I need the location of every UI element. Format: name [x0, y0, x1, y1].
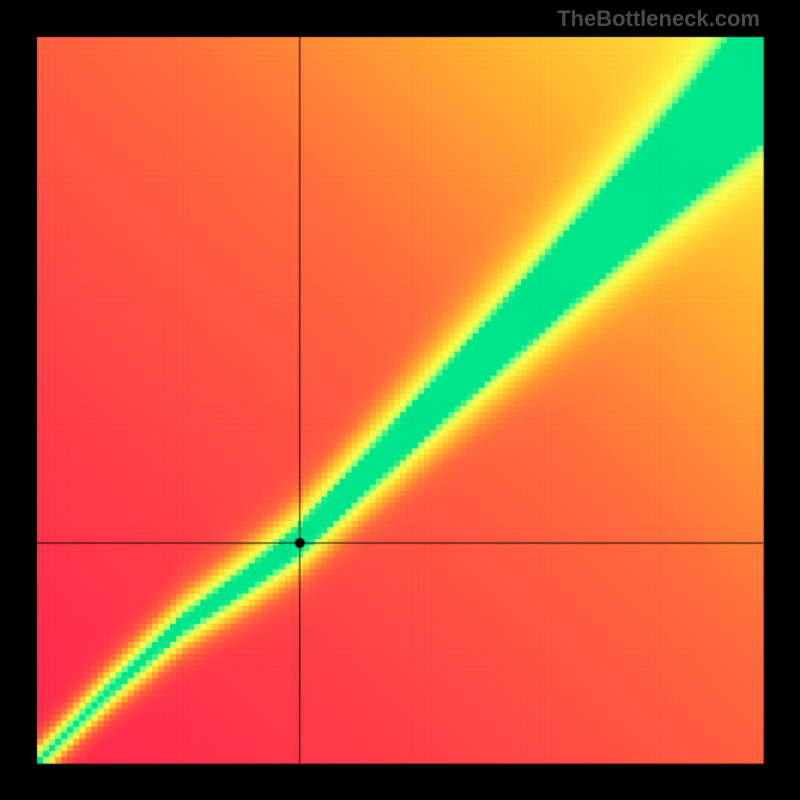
chart-container: TheBottleneck.com: [0, 0, 800, 800]
watermark-text: TheBottleneck.com: [557, 6, 760, 32]
heatmap-canvas: [0, 0, 800, 800]
